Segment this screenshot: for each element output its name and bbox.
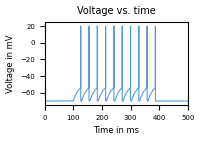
X-axis label: Time in ms: Time in ms [93, 126, 139, 136]
Title: Voltage vs. time: Voltage vs. time [77, 5, 156, 16]
Y-axis label: Voltage in mV: Voltage in mV [6, 34, 15, 93]
